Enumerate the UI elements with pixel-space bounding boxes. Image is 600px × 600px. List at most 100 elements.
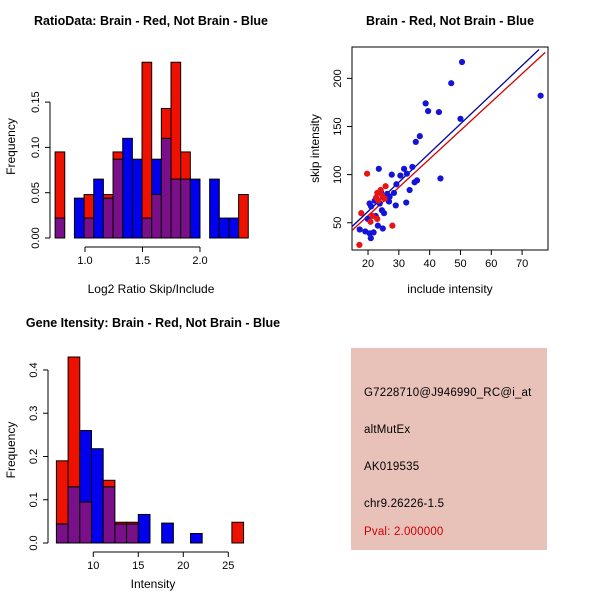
data-point — [375, 165, 382, 172]
data-point — [422, 100, 429, 107]
bar-overlap-segment — [83, 217, 95, 239]
bar-segment — [160, 107, 172, 139]
x-axis-label: include intensity — [407, 282, 492, 296]
bar-segment — [238, 194, 249, 239]
x-axis: 10 15 20 25 — [87, 551, 234, 572]
svg-text:0.1: 0.1 — [28, 492, 40, 507]
bar-segment — [55, 460, 69, 525]
pval-text: Pval: 2.000000 — [364, 526, 444, 538]
svg-text:60: 60 — [485, 258, 497, 270]
data-point — [437, 175, 444, 182]
histogram-bars — [54, 61, 249, 239]
bar-overlap-segment — [112, 158, 124, 239]
bar-segment — [83, 194, 95, 219]
histogram-bars — [55, 356, 245, 544]
bar-overlap-segment — [160, 137, 172, 239]
x-axis: 1.0 1.5 2.0 — [77, 246, 208, 267]
bar-overlap-segment — [114, 523, 128, 544]
svg-text:Frequency: Frequency — [4, 422, 18, 479]
bar-segment — [93, 178, 104, 239]
data-point — [379, 225, 386, 232]
plot-box — [351, 46, 549, 251]
svg-text:Brain - Red, Not Brain - Blue: Brain - Red, Not Brain - Blue — [366, 14, 534, 28]
svg-text:70: 70 — [516, 258, 528, 270]
svg-text:include intensity: include intensity — [407, 282, 492, 296]
bar-overlap-segment — [55, 523, 69, 544]
data-point — [448, 80, 455, 87]
svg-text:1.0: 1.0 — [77, 255, 92, 267]
data-point — [382, 183, 389, 190]
data-point — [380, 210, 388, 217]
bar-overlap-segment — [102, 197, 114, 239]
probe-id-text: G7228710@J946990_RC@i_at — [364, 387, 532, 399]
svg-text:Gene Itensity: Brain - Red, No: Gene Itensity: Brain - Red, Not Brain - … — [26, 316, 280, 330]
svg-text:150: 150 — [332, 117, 344, 135]
bar-segment — [231, 521, 245, 544]
bar-segment — [228, 217, 240, 239]
x-axis-label: Log2 Ratio Skip/Include — [88, 282, 215, 296]
data-point — [358, 210, 365, 217]
svg-text:RatioData: Brain - Red, Not Br: RatioData: Brain - Red, Not Brain - Blue — [34, 14, 268, 28]
bar-segment — [126, 521, 139, 525]
intensity-scatter-panel: 20 30 40 50 60 70 50 100 150 200 Brain - Red, Not … — [300, 0, 600, 300]
svg-text:Intensity: Intensity — [131, 577, 176, 591]
bar-segment — [102, 479, 116, 488]
data-point — [409, 163, 416, 171]
y-axis: 50 100 150 200 — [332, 69, 352, 229]
bar-overlap-segment — [102, 486, 116, 544]
data-point — [375, 197, 382, 204]
bar-segment — [161, 522, 174, 544]
data-point — [458, 58, 466, 66]
bar-segment — [67, 356, 81, 488]
data-point — [411, 179, 418, 186]
data-point — [388, 171, 395, 178]
x-axis: 20 30 40 50 60 70 — [362, 250, 528, 270]
data-point — [356, 226, 363, 233]
data-point — [386, 193, 393, 200]
svg-text:0.00: 0.00 — [30, 227, 42, 248]
svg-text:10: 10 — [87, 560, 99, 572]
svg-text:0.2: 0.2 — [28, 449, 40, 464]
data-point — [400, 165, 408, 172]
points-not-brain — [356, 58, 544, 242]
data-point — [406, 186, 413, 194]
data-point — [392, 202, 399, 209]
data-point — [393, 181, 400, 188]
svg-text:0.05: 0.05 — [30, 182, 42, 203]
y-axis-label: Frequency — [4, 422, 18, 479]
chart-title: Gene Itensity: Brain - Red, Not Brain - … — [26, 316, 280, 330]
bar-segment — [218, 217, 230, 239]
data-point — [381, 195, 388, 202]
bar-segment — [180, 151, 191, 180]
data-point — [425, 108, 432, 115]
svg-text:0.0: 0.0 — [28, 535, 40, 550]
svg-text:Log2 Ratio Skip/Include: Log2 Ratio Skip/Include — [88, 282, 215, 296]
bar-segment — [90, 448, 104, 544]
svg-text:Frequency: Frequency — [4, 118, 18, 175]
svg-text:0.3: 0.3 — [28, 406, 40, 421]
data-point — [374, 222, 381, 229]
gene-info-box: G7228710@J946990_RC@i_at altMutEx AK0195… — [351, 348, 547, 550]
data-point — [374, 215, 381, 223]
bar-segment — [189, 178, 201, 239]
data-point — [457, 115, 464, 122]
ratio-histogram-chart: 0.00 0.05 0.10 0.15 1.0 1.5 2.0 RatioData: Brai… — [4, 14, 268, 296]
bar-segment — [122, 137, 133, 239]
chart-title: RatioData: Brain - Red, Not Brain - Blue — [34, 14, 268, 28]
bar-overlap-segment — [67, 486, 81, 544]
bar-segment — [79, 430, 92, 503]
data-point — [403, 199, 410, 206]
data-point — [389, 222, 396, 229]
data-point — [367, 235, 374, 242]
svg-text:2.0: 2.0 — [192, 255, 207, 267]
bar-segment — [189, 532, 203, 544]
data-point — [412, 138, 419, 146]
chart-title: Brain - Red, Not Brain - Blue — [366, 14, 534, 28]
bar-overlap-segment — [180, 178, 191, 239]
bar-segment — [209, 178, 220, 239]
svg-text:0.15: 0.15 — [30, 91, 42, 112]
svg-text:1.5: 1.5 — [135, 255, 150, 267]
bar-overlap-segment — [54, 217, 66, 239]
ratio-histogram-panel: 0.00 0.05 0.10 0.15 1.0 1.5 2.0 RatioData: Brai… — [0, 0, 300, 300]
